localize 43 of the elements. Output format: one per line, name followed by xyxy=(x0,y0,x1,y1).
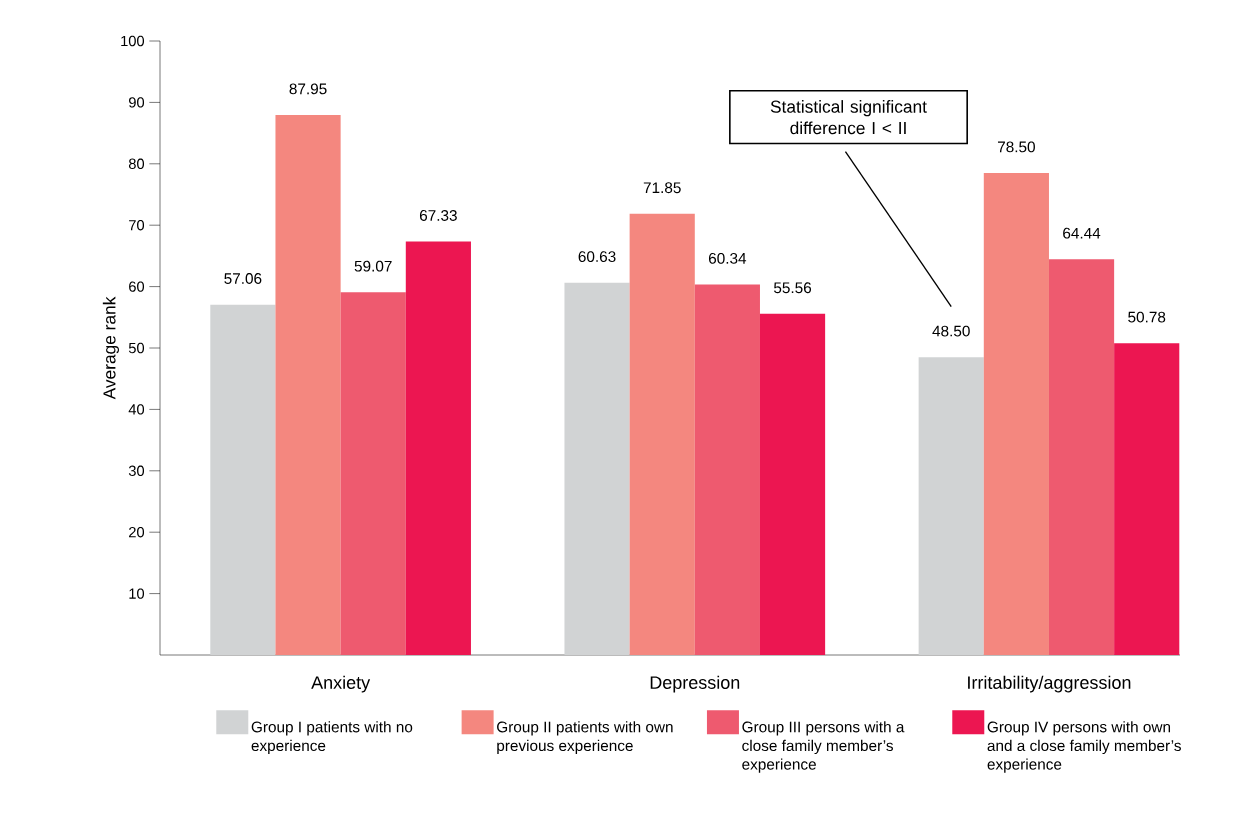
data-label: 87.95 xyxy=(289,83,327,95)
bar xyxy=(405,241,471,655)
x-tick-label: Anxiety xyxy=(311,675,371,693)
bar xyxy=(983,173,1049,655)
bar xyxy=(340,292,406,655)
y-tick-label: 50 xyxy=(128,342,145,354)
data-label: 60.34 xyxy=(708,252,747,264)
data-label: 48.50 xyxy=(932,325,970,337)
y-tick-label: 30 xyxy=(128,465,145,476)
bar xyxy=(759,313,826,655)
y-tick-label: 80 xyxy=(128,158,145,169)
data-label: 59.07 xyxy=(354,260,392,272)
data-label: 57.06 xyxy=(224,273,262,284)
y-tick-label: 60 xyxy=(129,281,145,292)
x-tick-label: Irritability/aggression xyxy=(968,675,1131,693)
y-axis-title: Average rank xyxy=(102,296,119,400)
legend-label: Group II patients with own previous experience xyxy=(497,721,673,755)
bar xyxy=(694,284,760,655)
annotation: Statistical significant difference I < II xyxy=(770,100,927,135)
y-tick-label: 40 xyxy=(128,404,145,415)
bar xyxy=(564,282,630,655)
y-tick-label: 90 xyxy=(129,97,145,108)
data-label: 64.44 xyxy=(1063,227,1101,239)
legend-label: Group III persons with a close family member’s experience xyxy=(742,721,905,773)
y-tick-label: 10 xyxy=(129,588,145,599)
bar xyxy=(629,213,695,655)
y-tick-label: 20 xyxy=(129,527,145,538)
bar xyxy=(918,357,984,655)
x-tick-label: Depression xyxy=(650,675,740,693)
bar xyxy=(210,304,276,655)
data-label: 50.78 xyxy=(1128,311,1166,323)
data-label: 60.63 xyxy=(578,251,616,263)
bar xyxy=(1114,343,1180,655)
data-label: 67.33 xyxy=(419,210,457,221)
legend-label: Group I patients with no experience xyxy=(251,721,413,755)
y-tick-label: 100 xyxy=(121,35,145,47)
bar xyxy=(1048,259,1115,655)
data-label: 55.56 xyxy=(773,282,812,294)
bar xyxy=(275,114,341,655)
y-tick-label: 70 xyxy=(129,220,145,231)
data-label: 71.85 xyxy=(643,182,681,194)
legend-label: Group IV persons with own and a close family member’s experience xyxy=(987,721,1181,773)
data-label: 78.50 xyxy=(997,141,1035,153)
